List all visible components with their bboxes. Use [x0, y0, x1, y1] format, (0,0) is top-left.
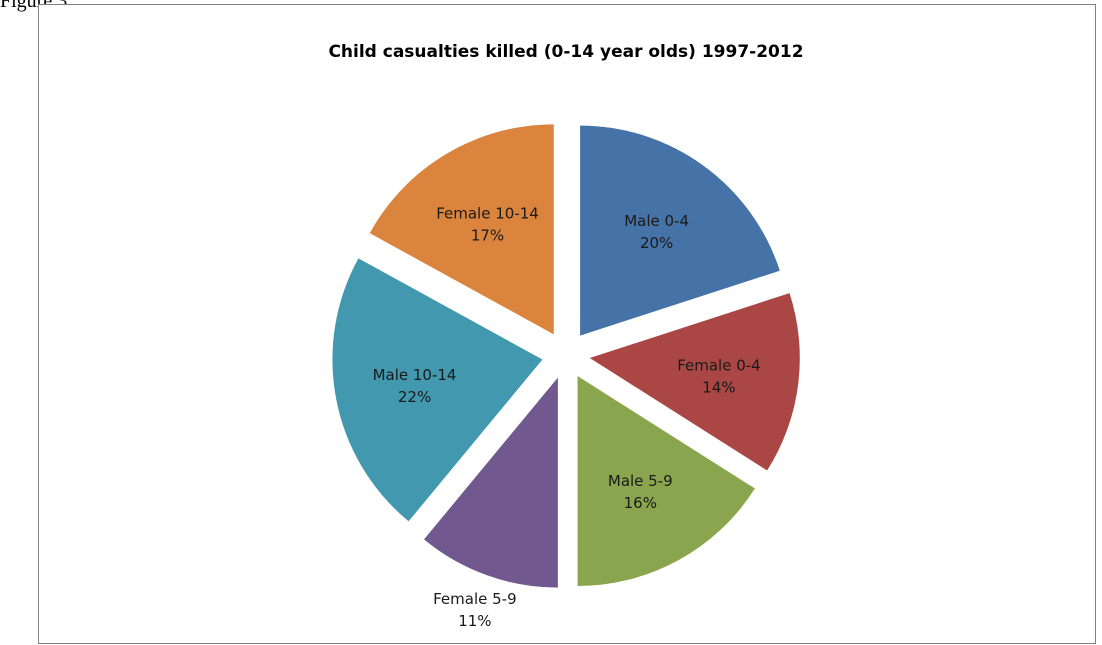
slice-percent: 14%: [702, 378, 735, 396]
pie-chart: Child casualties killed (0-14 year olds)…: [328, 42, 803, 630]
slice-percent: 22%: [398, 388, 431, 406]
slice-label-male-0-4: Male 0-4 20%: [624, 212, 689, 252]
pie-slice-female-0-4: [589, 293, 800, 471]
slice-percent: 20%: [640, 234, 673, 252]
slice-label-male-5-9: Male 5-9 16%: [608, 472, 673, 512]
pie-slice-female-5-9: [424, 377, 558, 588]
pie-slice-male-5-9: [577, 376, 755, 587]
pie-slice-male-0-4: [580, 125, 780, 336]
chart-title: Child casualties killed (0-14 year olds)…: [328, 42, 803, 62]
slice-name: Male 5-9: [608, 472, 673, 490]
slice-percent: 17%: [471, 226, 504, 244]
slice-label-male-10-14: Male 10-14 22%: [373, 366, 457, 406]
slice-label-female-5-9: Female 5-9 11%: [433, 590, 517, 630]
pie-slices: [332, 124, 800, 588]
pie-slice-male-10-14: [332, 258, 543, 522]
slice-percent: 11%: [458, 612, 491, 630]
slice-name: Male 0-4: [624, 212, 689, 230]
slice-label-female-0-4: Female 0-4 14%: [677, 356, 761, 396]
pie-labels: Male 0-4 20% Female 0-4 14% Male 5-9 16% Femal…: [373, 204, 761, 630]
slice-percent: 16%: [624, 494, 657, 512]
slice-name: Female 0-4: [677, 356, 761, 374]
slice-name: Female 10-14: [436, 204, 539, 222]
slice-label-female-10-14: Female 10-14 17%: [436, 204, 539, 244]
pie-slice-female-10-14: [369, 124, 554, 335]
slice-name: Female 5-9: [433, 590, 517, 608]
chart-area: Child casualties killed (0-14 year olds)…: [38, 4, 1096, 644]
slice-name: Male 10-14: [373, 366, 457, 384]
